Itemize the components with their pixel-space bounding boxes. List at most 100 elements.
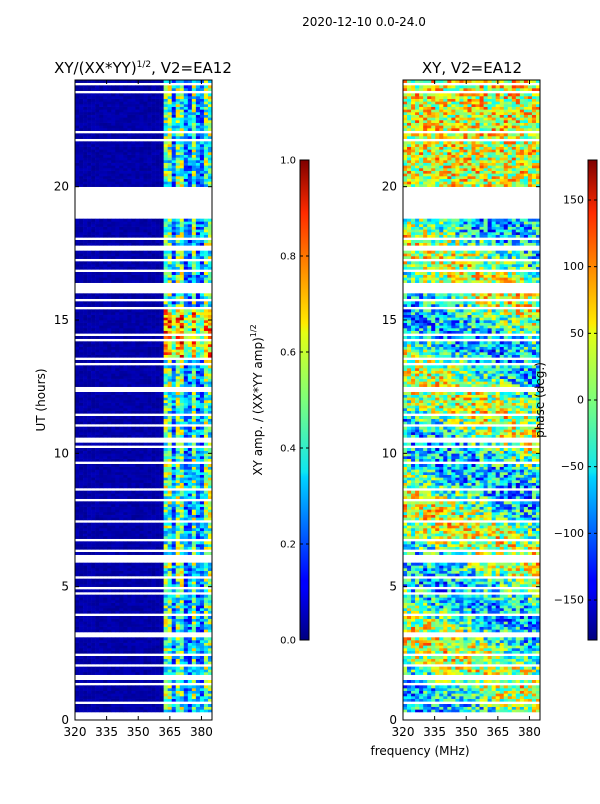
heatmap-cell xyxy=(147,280,152,283)
heatmap-cell xyxy=(79,693,84,697)
heatmap-cell xyxy=(135,381,140,385)
heatmap-cell xyxy=(159,600,164,603)
heatmap-cell xyxy=(107,480,112,483)
heatmap-cell xyxy=(159,373,164,377)
heatmap-cell xyxy=(147,370,152,374)
heatmap-cell xyxy=(127,296,132,299)
heatmap-cell xyxy=(75,368,80,371)
heatmap-cell xyxy=(95,458,100,462)
heatmap-cell xyxy=(159,458,164,462)
heatmap-cell xyxy=(163,541,168,545)
heatmap-cell xyxy=(163,218,168,222)
heatmap-cell xyxy=(123,280,128,283)
heatmap-cell xyxy=(175,373,181,377)
heatmap-cell xyxy=(103,365,108,369)
heatmap-cell xyxy=(195,397,201,401)
heatmap-cell xyxy=(99,314,104,318)
heatmap-cell xyxy=(171,517,177,521)
heatmap-cell xyxy=(155,392,160,395)
heatmap-cell xyxy=(79,365,84,369)
heatmap-cell xyxy=(143,453,148,457)
heatmap-cell xyxy=(163,304,168,307)
heatmap-cell xyxy=(163,650,168,654)
heatmap-cell xyxy=(103,602,108,606)
heatmap-cell xyxy=(119,346,124,350)
heatmap-cell xyxy=(135,309,140,313)
heatmap-cell xyxy=(79,458,84,462)
heatmap-cell xyxy=(99,578,104,582)
heatmap-cell xyxy=(111,565,116,569)
heatmap-cell xyxy=(79,314,84,318)
heatmap-cell xyxy=(167,354,173,358)
heatmap-cell xyxy=(135,536,140,539)
heatmap-cell xyxy=(75,280,80,283)
heatmap-cell xyxy=(119,264,124,267)
heatmap-cell xyxy=(103,405,108,409)
heatmap-cell xyxy=(91,696,96,699)
heatmap-cell xyxy=(167,352,173,355)
heatmap-cell xyxy=(103,328,108,331)
heatmap-cell xyxy=(171,442,177,446)
heatmap-cell xyxy=(131,544,136,547)
heatmap-cell xyxy=(111,320,116,323)
heatmap-cell xyxy=(187,514,193,518)
heatmap-cell xyxy=(103,184,108,187)
heatmap-cell xyxy=(163,402,168,406)
heatmap-cell xyxy=(75,589,80,593)
heatmap-cell xyxy=(171,600,177,603)
heatmap-cell xyxy=(119,226,124,230)
heatmap-cell xyxy=(83,325,88,329)
heatmap-cell xyxy=(167,504,173,507)
heatmap-cell xyxy=(75,325,80,329)
heatmap-cell xyxy=(135,450,140,454)
heatmap-cell xyxy=(103,650,108,654)
heatmap-cell xyxy=(119,608,124,611)
heatmap-cell xyxy=(191,274,197,278)
heatmap-cell xyxy=(111,490,116,494)
heatmap-cell xyxy=(143,485,148,489)
heatmap-cell xyxy=(135,232,140,235)
heatmap-cell xyxy=(147,266,152,270)
heatmap-cell xyxy=(163,648,168,651)
heatmap-cell xyxy=(167,304,173,307)
heatmap-cell xyxy=(199,266,205,270)
heatmap-cell xyxy=(171,376,177,379)
heatmap-cell xyxy=(191,485,197,489)
heatmap-cell xyxy=(143,525,148,529)
heatmap-cell xyxy=(127,544,132,547)
heatmap-cell xyxy=(207,618,213,622)
heatmap-cell xyxy=(135,477,140,481)
heatmap-cell xyxy=(151,181,156,185)
heatmap-cell xyxy=(207,450,213,454)
heatmap-cell xyxy=(187,608,193,611)
heatmap-cell xyxy=(83,517,88,521)
heatmap-cell xyxy=(191,565,197,569)
heatmap-cell xyxy=(75,648,80,651)
heatmap-cell xyxy=(123,565,128,569)
heatmap-cell xyxy=(195,408,201,411)
heatmap-cell xyxy=(199,418,205,422)
heatmap-cell xyxy=(163,176,168,179)
heatmap-cell xyxy=(115,365,120,369)
heatmap-cell xyxy=(127,514,132,518)
heatmap-cell xyxy=(99,322,104,326)
heatmap-cell xyxy=(175,184,181,187)
heatmap-cell xyxy=(195,506,201,510)
heatmap-cell xyxy=(87,517,92,521)
heatmap-cell xyxy=(119,533,124,537)
heatmap-cell xyxy=(183,402,189,406)
heatmap-cell xyxy=(123,250,128,254)
heatmap-cell xyxy=(107,410,112,414)
heatmap-cell xyxy=(199,256,205,259)
heatmap-cell xyxy=(151,584,156,587)
heatmap-cell xyxy=(83,336,88,339)
heatmap-cell xyxy=(107,405,112,409)
heatmap-cell xyxy=(159,234,164,238)
heatmap-cell xyxy=(159,626,164,630)
heatmap-cell xyxy=(107,376,112,379)
heatmap-cell xyxy=(79,493,84,497)
heatmap-cell xyxy=(207,546,213,550)
heatmap-cell xyxy=(139,514,144,518)
heatmap-cell xyxy=(83,277,88,281)
heatmap-cell xyxy=(115,594,120,598)
